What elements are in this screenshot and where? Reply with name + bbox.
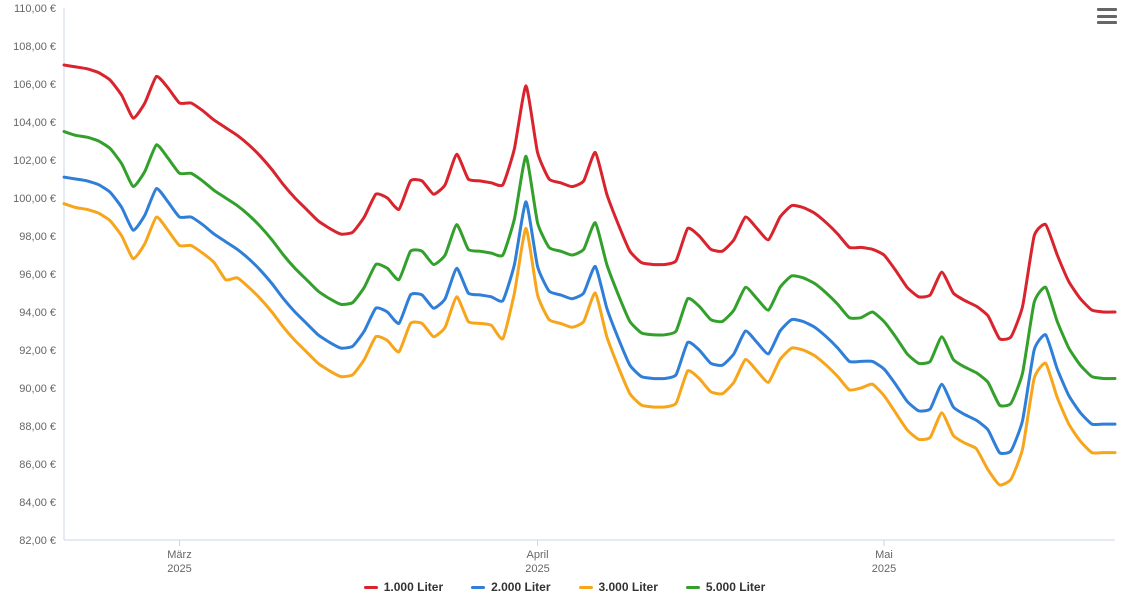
- legend-item-s3000[interactable]: 3.000 Liter: [579, 580, 658, 594]
- x-axis-label: 2025: [525, 563, 549, 575]
- x-axis-label: 2025: [167, 563, 191, 575]
- y-axis-label: 92,00 €: [19, 345, 56, 357]
- y-axis-label: 110,00 €: [14, 3, 56, 15]
- y-axis-label: 88,00 €: [19, 421, 56, 433]
- series-line-s5000[interactable]: [64, 132, 1115, 406]
- x-axis-label: Mai: [875, 549, 893, 561]
- y-axis-label: 102,00 €: [13, 155, 56, 167]
- y-axis-label: 96,00 €: [19, 269, 56, 281]
- y-axis-label: 82,00 €: [19, 535, 56, 547]
- legend-label: 2.000 Liter: [491, 580, 550, 594]
- y-axis-label: 94,00 €: [19, 307, 56, 319]
- y-axis-label: 86,00 €: [19, 459, 56, 471]
- legend-label: 3.000 Liter: [599, 580, 658, 594]
- legend-item-s1000[interactable]: 1.000 Liter: [364, 580, 443, 594]
- chart-canvas: 82,00 € 84,00 € 86,00 € 88,00 € 90,00 € 92,00…: [0, 0, 1129, 615]
- legend-label: 1.000 Liter: [384, 580, 443, 594]
- series-line-s2000[interactable]: [64, 177, 1115, 453]
- legend-swatch: [471, 586, 485, 589]
- legend-label: 5.000 Liter: [706, 580, 765, 594]
- x-axis-label: April: [527, 549, 549, 561]
- y-axis-label: 104,00 €: [13, 117, 56, 129]
- x-axis-label: März: [167, 549, 191, 561]
- legend-swatch: [579, 586, 593, 589]
- series-line-s3000[interactable]: [64, 204, 1115, 485]
- y-axis-label: 90,00 €: [19, 383, 56, 395]
- legend-swatch: [364, 586, 378, 589]
- chart-legend: 1.000 Liter 2.000 Liter 3.000 Liter 5.000 L…: [0, 580, 1129, 594]
- y-axis-label: 84,00 €: [19, 497, 56, 509]
- y-axis-label: 108,00 €: [13, 41, 56, 53]
- legend-item-s5000[interactable]: 5.000 Liter: [686, 580, 765, 594]
- chart-menu-icon[interactable]: [1097, 8, 1117, 24]
- y-axis-label: 100,00 €: [13, 193, 56, 205]
- legend-item-s2000[interactable]: 2.000 Liter: [471, 580, 550, 594]
- y-axis-label: 98,00 €: [19, 231, 56, 243]
- series-line-s1000[interactable]: [64, 65, 1115, 339]
- x-axis-label: 2025: [872, 563, 896, 575]
- price-chart: 82,00 € 84,00 € 86,00 € 88,00 € 90,00 € 92,00…: [0, 0, 1129, 615]
- y-axis-label: 106,00 €: [13, 79, 56, 91]
- legend-swatch: [686, 586, 700, 589]
